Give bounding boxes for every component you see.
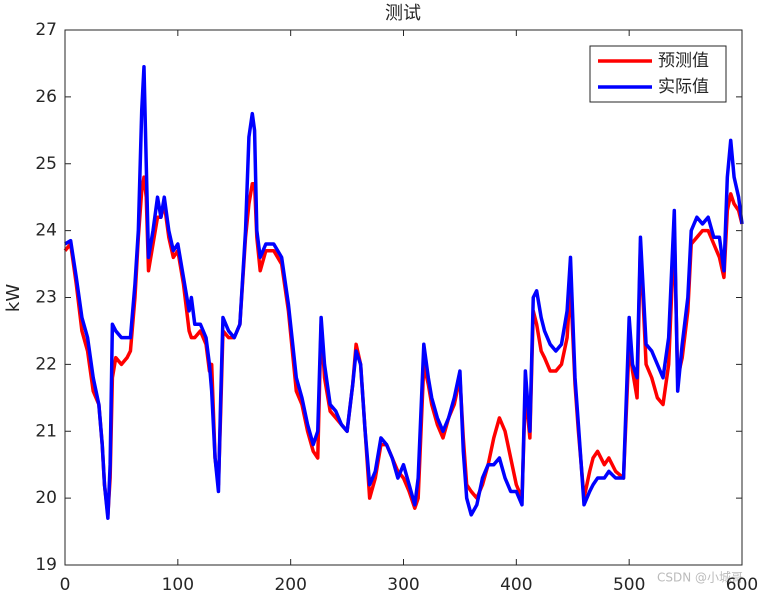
y-tick-label: 21 — [35, 421, 57, 441]
y-tick-label: 20 — [35, 488, 57, 508]
x-tick-label: 0 — [60, 575, 71, 595]
chart-title: 测试 — [385, 3, 421, 24]
x-tick-label: 200 — [274, 575, 306, 595]
watermark: CSDN @小城哥 — [657, 571, 743, 585]
y-tick-label: 19 — [35, 555, 57, 575]
legend-label: 实际值 — [658, 77, 709, 97]
y-tick-label: 23 — [35, 288, 57, 308]
x-tick-label: 100 — [162, 575, 194, 595]
legend-label: 预测值 — [658, 51, 709, 71]
series-line — [64, 65, 744, 520]
x-tick-label: 400 — [500, 575, 532, 595]
x-tick-label: 500 — [613, 575, 645, 595]
legend-box — [589, 45, 727, 103]
y-tick-label: 22 — [35, 354, 57, 374]
y-tick-label: 24 — [35, 221, 57, 241]
plot-frame — [64, 29, 743, 566]
x-tick-label: 300 — [387, 575, 419, 595]
y-tick-label: 27 — [35, 20, 57, 40]
y-axis-label: kW — [3, 284, 24, 312]
y-tick-label: 26 — [35, 87, 57, 107]
x-tick-label: 600 — [726, 575, 758, 595]
y-tick-label: 25 — [35, 154, 57, 174]
